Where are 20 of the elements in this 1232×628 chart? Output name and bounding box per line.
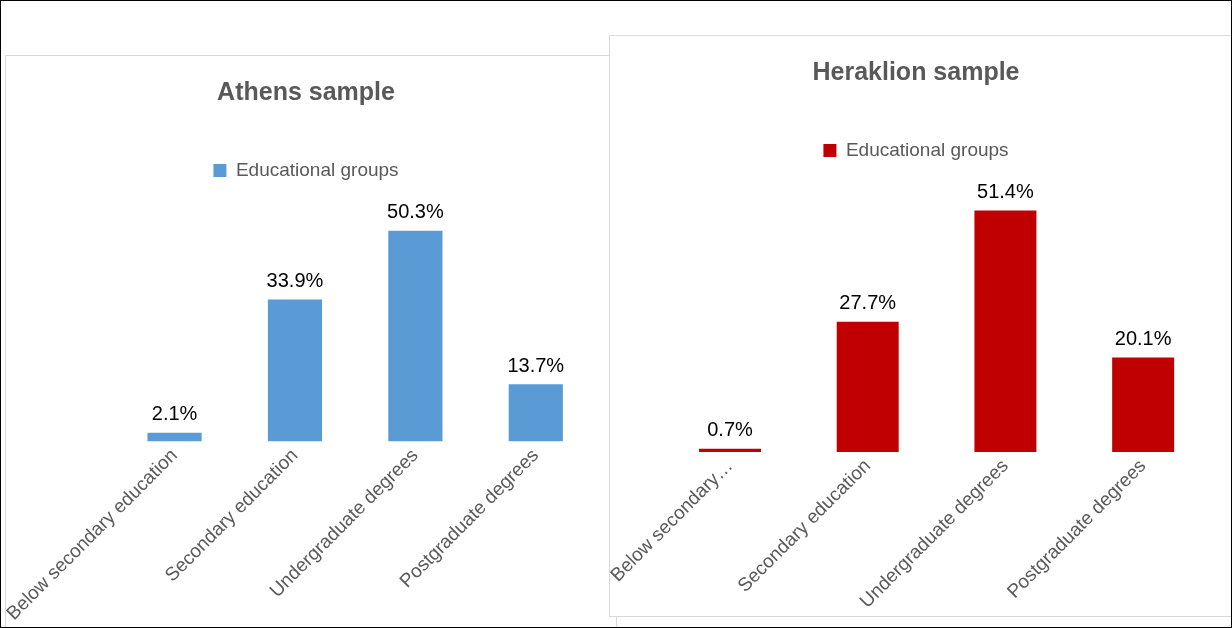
bar: [267, 299, 323, 442]
data-label: 0.7%: [707, 418, 753, 441]
data-label: 27.7%: [839, 291, 897, 314]
data-label: 51.4%: [977, 179, 1034, 202]
bar: [508, 384, 563, 442]
bar: [388, 230, 443, 442]
chart-title: Heraklion sample: [812, 56, 1020, 85]
data-label: 13.7%: [507, 353, 565, 376]
data-label: 33.9%: [266, 268, 324, 291]
bar: [974, 210, 1037, 452]
chart-title: Athens sample: [217, 76, 396, 105]
bar: [699, 448, 761, 452]
legend-label: Educational groups: [235, 158, 399, 180]
legend-label: Educational groups: [845, 138, 1009, 160]
data-label: 50.3%: [387, 200, 444, 223]
data-label: 20.1%: [1114, 327, 1172, 350]
bar: [1112, 357, 1175, 452]
bar: [836, 321, 899, 452]
data-label: 2.1%: [151, 402, 198, 425]
bar: [147, 432, 202, 442]
